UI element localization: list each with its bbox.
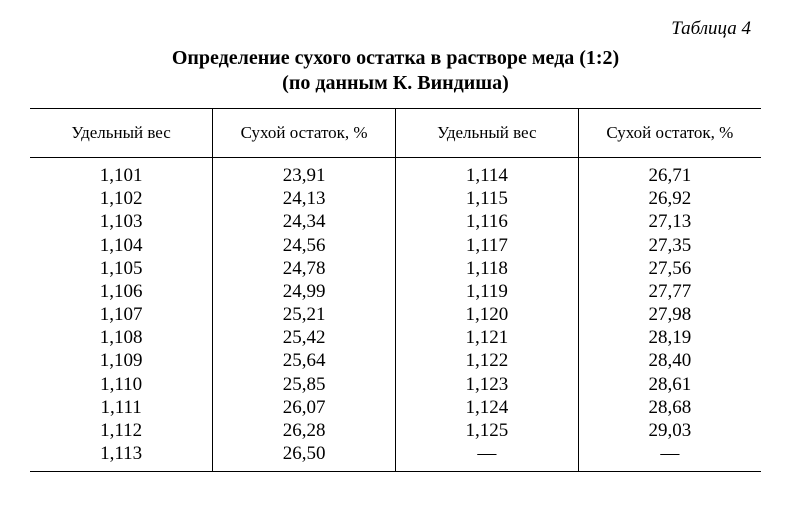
- cell-specific-gravity-2: 1,118: [396, 257, 579, 280]
- cell-dry-residue-2: 26,92: [578, 187, 761, 210]
- cell-specific-gravity-2: 1,121: [396, 326, 579, 349]
- cell-dry-residue-2: 28,40: [578, 349, 761, 372]
- col-header-dry-residue-2: Сухой остаток, %: [578, 109, 761, 158]
- title-line-1: Определение сухого остатка в растворе ме…: [172, 47, 619, 69]
- cell-specific-gravity-2: 1,123: [396, 373, 579, 396]
- cell-dry-residue-1: 24,56: [213, 234, 396, 257]
- cell-dry-residue-2: —: [578, 442, 761, 472]
- cell-specific-gravity-1: 1,109: [30, 349, 213, 372]
- cell-specific-gravity-1: 1,108: [30, 326, 213, 349]
- table-row: 1,107 25,21 1,120 27,98: [30, 303, 761, 326]
- title-line-2: (по данным К. Виндиша): [282, 72, 509, 94]
- data-table: Удельный вес Сухой остаток, % Удельный в…: [30, 108, 761, 472]
- cell-dry-residue-2: 28,61: [578, 373, 761, 396]
- table-row: 1,108 25,42 1,121 28,19: [30, 326, 761, 349]
- cell-specific-gravity-1: 1,112: [30, 419, 213, 442]
- cell-dry-residue-1: 24,78: [213, 257, 396, 280]
- cell-specific-gravity-1: 1,113: [30, 442, 213, 472]
- cell-specific-gravity-1: 1,107: [30, 303, 213, 326]
- col-header-dry-residue-1: Сухой остаток, %: [213, 109, 396, 158]
- cell-specific-gravity-1: 1,102: [30, 187, 213, 210]
- table-title: Определение сухого остатка в растворе ме…: [30, 46, 761, 96]
- cell-specific-gravity-1: 1,110: [30, 373, 213, 396]
- col-header-specific-gravity-1: Удельный вес: [30, 109, 213, 158]
- cell-specific-gravity-1: 1,105: [30, 257, 213, 280]
- cell-specific-gravity-2: 1,114: [396, 158, 579, 188]
- cell-specific-gravity-1: 1,104: [30, 234, 213, 257]
- table-row: 1,105 24,78 1,118 27,56: [30, 257, 761, 280]
- cell-specific-gravity-2: 1,116: [396, 210, 579, 233]
- cell-dry-residue-1: 26,50: [213, 442, 396, 472]
- table-body: 1,101 23,91 1,114 26,71 1,102 24,13 1,11…: [30, 158, 761, 472]
- table-row: 1,110 25,85 1,123 28,61: [30, 373, 761, 396]
- cell-dry-residue-2: 26,71: [578, 158, 761, 188]
- cell-dry-residue-2: 29,03: [578, 419, 761, 442]
- cell-dry-residue-2: 28,19: [578, 326, 761, 349]
- cell-specific-gravity-1: 1,111: [30, 396, 213, 419]
- table-row: 1,112 26,28 1,125 29,03: [30, 419, 761, 442]
- cell-dry-residue-1: 25,85: [213, 373, 396, 396]
- cell-dry-residue-1: 24,34: [213, 210, 396, 233]
- table-row: 1,101 23,91 1,114 26,71: [30, 158, 761, 188]
- table-row: 1,113 26,50 — —: [30, 442, 761, 472]
- table-header-row: Удельный вес Сухой остаток, % Удельный в…: [30, 109, 761, 158]
- cell-dry-residue-2: 28,68: [578, 396, 761, 419]
- col-header-specific-gravity-2: Удельный вес: [396, 109, 579, 158]
- cell-dry-residue-1: 26,07: [213, 396, 396, 419]
- cell-dry-residue-1: 25,21: [213, 303, 396, 326]
- cell-dry-residue-1: 25,64: [213, 349, 396, 372]
- cell-specific-gravity-2: 1,125: [396, 419, 579, 442]
- page: Таблица 4 Определение сухого остатка в р…: [0, 0, 791, 516]
- table-row: 1,103 24,34 1,116 27,13: [30, 210, 761, 233]
- table-row: 1,102 24,13 1,115 26,92: [30, 187, 761, 210]
- cell-dry-residue-1: 26,28: [213, 419, 396, 442]
- cell-specific-gravity-2: 1,124: [396, 396, 579, 419]
- table-row: 1,111 26,07 1,124 28,68: [30, 396, 761, 419]
- cell-specific-gravity-2: 1,122: [396, 349, 579, 372]
- table-row: 1,109 25,64 1,122 28,40: [30, 349, 761, 372]
- cell-specific-gravity-2: 1,115: [396, 187, 579, 210]
- cell-dry-residue-2: 27,77: [578, 280, 761, 303]
- table-number-label: Таблица 4: [30, 18, 751, 40]
- cell-dry-residue-1: 23,91: [213, 158, 396, 188]
- cell-dry-residue-2: 27,98: [578, 303, 761, 326]
- cell-dry-residue-2: 27,56: [578, 257, 761, 280]
- table-row: 1,104 24,56 1,117 27,35: [30, 234, 761, 257]
- table-row: 1,106 24,99 1,119 27,77: [30, 280, 761, 303]
- cell-dry-residue-1: 24,99: [213, 280, 396, 303]
- cell-specific-gravity-1: 1,103: [30, 210, 213, 233]
- cell-dry-residue-1: 25,42: [213, 326, 396, 349]
- cell-dry-residue-1: 24,13: [213, 187, 396, 210]
- cell-dry-residue-2: 27,35: [578, 234, 761, 257]
- cell-specific-gravity-2: 1,119: [396, 280, 579, 303]
- cell-specific-gravity-2: 1,117: [396, 234, 579, 257]
- cell-dry-residue-2: 27,13: [578, 210, 761, 233]
- cell-specific-gravity-2: —: [396, 442, 579, 472]
- cell-specific-gravity-1: 1,106: [30, 280, 213, 303]
- cell-specific-gravity-1: 1,101: [30, 158, 213, 188]
- cell-specific-gravity-2: 1,120: [396, 303, 579, 326]
